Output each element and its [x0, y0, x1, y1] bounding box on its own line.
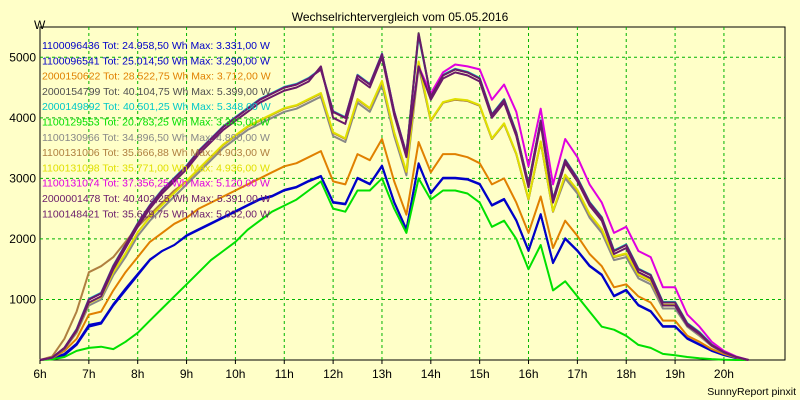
series-line-2000150622	[39, 138, 749, 361]
legend-item-2000149892: 2000149892 Tot: 40.501,25 Wh Max: 5.348,…	[42, 101, 271, 113]
legend-item-1100131006: 1100131006 Tot: 35.666,88 Wh Max: 4.903,…	[42, 147, 270, 159]
legend-item-1100096541: 1100096541 Tot: 25.014,50 Wh Max: 3.290,…	[42, 55, 270, 67]
legend-item-1100129553: 1100129553 Tot: 20.783,25 Wh Max: 3.345,…	[42, 117, 270, 129]
legend: 1100096436 Tot: 24.958,50 Wh Max: 3.331,…	[42, 40, 271, 220]
y-tick-labels: 1000 2000 3000 4000 5000	[9, 50, 36, 306]
footer-credit: SunnyReport pinxit	[707, 386, 796, 398]
legend-item-1100130966: 1100130966 Tot: 34.896,50 Wh Max: 4.890,…	[42, 132, 270, 144]
series-line-1100096541	[39, 163, 749, 361]
x-tick-label: 16h	[519, 367, 539, 381]
y-axis-unit: W	[34, 18, 46, 32]
y-tick-label: 4000	[9, 111, 36, 125]
x-tick-label: 14h	[421, 367, 441, 381]
x-tick-label: 20h	[714, 367, 734, 381]
y-tick-label: 1000	[9, 292, 36, 306]
y-tick-label: 3000	[9, 171, 36, 185]
series-line-1100148421	[39, 56, 749, 361]
series-lines	[39, 32, 749, 361]
legend-item-1100131074: 1100131074 Tot: 37.356,25 Wh Max: 5.120,…	[42, 178, 270, 190]
x-tick-label: 8h	[131, 367, 144, 381]
x-tick-label: 13h	[372, 367, 392, 381]
legend-item-1100148421: 1100148421 Tot: 35.619,75 Wh Max: 5.032,…	[42, 208, 270, 220]
y-tick-label: 5000	[9, 50, 36, 64]
x-tick-label: 19h	[665, 367, 685, 381]
x-tick-label: 15h	[470, 367, 490, 381]
y-tick-label: 2000	[9, 232, 36, 246]
series-line-1100129553	[39, 177, 749, 361]
x-tick-label: 12h	[323, 367, 343, 381]
grid-lines	[40, 27, 785, 360]
x-tick-label: 18h	[616, 367, 636, 381]
legend-item-2000154799: 2000154799 Tot: 40.104,75 Wh Max: 5.399,…	[42, 86, 271, 98]
x-tick-label: 9h	[180, 367, 193, 381]
x-tick-label: 17h	[567, 367, 587, 381]
legend-item-2000001478: 2000001478 Tot: 40.402,25 Wh Max: 5.391,…	[42, 193, 271, 205]
legend-item-1100096436: 1100096436 Tot: 24.958,50 Wh Max: 3.331,…	[42, 40, 270, 52]
series-line-1100131098	[39, 60, 749, 361]
x-tick-labels: 6h 7h 8h 9h 10h 11h 12h 13h 14h 15h 16h 17h 18h 19h 20…	[33, 360, 734, 381]
x-tick-label: 11h	[275, 367, 294, 381]
legend-item-1100131098: 1100131098 Tot: 35.771,00 Wh Max: 4.936,…	[42, 162, 270, 174]
x-tick-label: 7h	[82, 367, 95, 381]
x-tick-label: 10h	[225, 367, 245, 381]
x-tick-label: 6h	[33, 367, 46, 381]
legend-item-2000150622: 2000150622 Tot: 28.522,75 Wh Max: 3.712,…	[42, 71, 271, 83]
chart-title: Wechselrichtervergleich vom 05.05.2016	[292, 10, 509, 24]
